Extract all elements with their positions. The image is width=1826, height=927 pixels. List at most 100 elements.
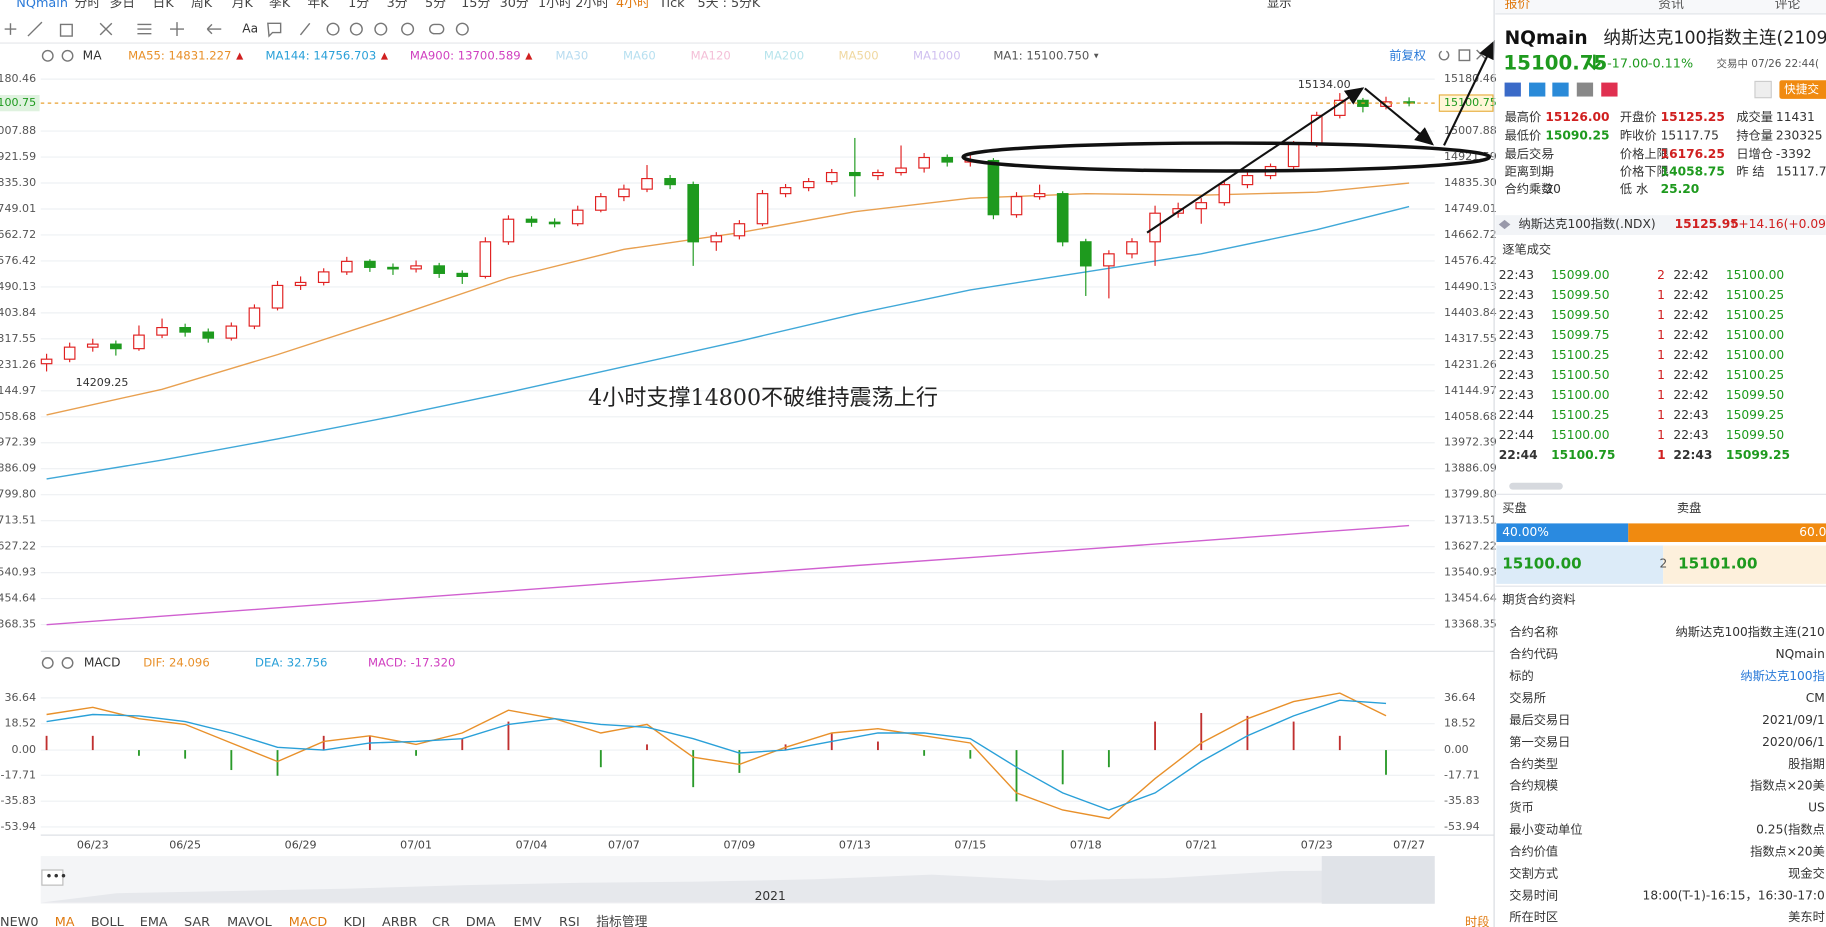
trade-cell: 15100.25 <box>1726 308 1784 322</box>
indicator-tab[interactable]: EMA <box>140 915 168 927</box>
stat-value: 15117.75 <box>1661 129 1719 143</box>
symbol-tab[interactable]: NQmain <box>16 0 68 11</box>
display-button[interactable]: 显示 <box>1267 0 1291 10</box>
legend-entry[interactable]: MA55: 14831.227 <box>128 48 231 62</box>
candle-body <box>225 325 238 339</box>
legend-entry[interactable]: MA1000 <box>913 48 961 62</box>
indicator-tab[interactable]: BOLL <box>91 915 125 927</box>
period-tab[interactable]: 年K <box>307 0 329 11</box>
period-tab[interactable]: 5天 : 5分K <box>698 0 761 11</box>
legend-entry[interactable]: MACD: -17.320 <box>368 655 455 669</box>
trade-cell: 1 <box>1657 448 1666 462</box>
trade-cell: 15099.50 <box>1726 428 1784 442</box>
legend-entry[interactable]: MA200 <box>764 48 804 62</box>
indicator-tab[interactable]: SAR <box>184 915 210 927</box>
period-tab[interactable]: 周K <box>191 0 213 11</box>
candle-body <box>156 327 168 336</box>
period-tab[interactable]: 4小时 <box>616 0 650 11</box>
candle-body <box>364 260 376 268</box>
y-tick-label: 13454.64 <box>0 592 36 605</box>
bid-bar <box>1496 523 1629 543</box>
navigator-window[interactable] <box>1321 856 1435 904</box>
section-title: 期货合约资料 <box>1502 592 1575 607</box>
x-tick-label: 07/21 <box>1185 839 1217 852</box>
trade-cell: 22:42 <box>1673 388 1708 402</box>
ask-cell <box>1663 545 1826 584</box>
indicator-tab[interactable]: NEW0 <box>0 915 38 927</box>
period-tab[interactable]: 2小时 <box>575 0 609 11</box>
indicator-tab[interactable]: 指标管理 <box>596 915 647 927</box>
stat-label: 日增仓 <box>1736 146 1773 161</box>
x-tick-label: 07/27 <box>1393 839 1425 852</box>
candle-body <box>525 218 538 223</box>
x-tick-label: 07/01 <box>400 839 432 852</box>
candle-body <box>479 241 492 277</box>
legend-entry[interactable]: DEA: 32.756 <box>255 655 327 669</box>
legend-arrow: ▲ <box>236 50 244 61</box>
stat-label: 合约乘数 <box>1505 181 1554 196</box>
stat-value: -- <box>1545 165 1554 179</box>
trade-cell: 15100.25 <box>1726 288 1784 302</box>
navigator-button[interactable] <box>41 869 64 886</box>
period-tab[interactable]: 1小时 <box>538 0 572 11</box>
period-tab[interactable]: 季K <box>269 0 291 11</box>
trade-cell: 22:43 <box>1499 288 1534 302</box>
draw-tools: Aa <box>4 22 469 38</box>
info-value: 指数点×20美 <box>1750 778 1825 793</box>
index-price: 15125.95 <box>1675 217 1739 231</box>
legend-entry[interactable]: MA30 <box>555 48 588 62</box>
y-tick-label: 14835.30 <box>1444 176 1497 189</box>
panel-tab[interactable]: 报价 <box>1505 0 1531 12</box>
adjust-button[interactable]: 前复权 <box>1389 47 1426 62</box>
period-tab[interactable]: 多日 <box>109 0 135 11</box>
period-tab[interactable]: 15分 <box>461 0 490 11</box>
info-value[interactable]: 纳斯达克100指 <box>1740 668 1824 683</box>
legend-entry[interactable]: MA1: 15100.750 <box>993 48 1089 62</box>
indicator-tab[interactable]: DMA <box>466 915 496 927</box>
indicator-tab[interactable]: RSI <box>559 915 580 927</box>
y-tick-label: 14231.26 <box>1444 358 1497 371</box>
indicator-tab[interactable]: MA <box>55 915 75 927</box>
legend-entry[interactable]: MA144: 14756.703 <box>266 48 377 62</box>
period-tab[interactable]: 5分 <box>425 0 446 11</box>
stat-label: 最高价 <box>1505 109 1542 124</box>
y-tick-label: 13540.93 <box>1444 566 1497 579</box>
period-tab[interactable]: 1分 <box>348 0 369 11</box>
indicator-tab[interactable]: CR <box>432 915 450 927</box>
stat-value: 20 <box>1545 182 1561 196</box>
price: 15100.75 <box>1503 51 1607 74</box>
trade-cell: 22:44 <box>1499 428 1534 442</box>
indicator-tab[interactable]: EMV <box>514 915 542 927</box>
indicator-tab[interactable]: KDJ <box>344 915 366 927</box>
indicator-tab[interactable]: ARBR <box>382 915 417 927</box>
font-button[interactable]: Aa <box>242 22 258 36</box>
period-tab[interactable]: 30分 <box>500 0 529 11</box>
candle-body <box>1218 184 1231 204</box>
legend-entry[interactable]: DIF: 24.096 <box>143 655 209 669</box>
candle-body <box>756 193 769 225</box>
trade-cell: 22:43 <box>1499 348 1534 362</box>
trade-cell: 22:43 <box>1499 388 1534 402</box>
legend-entry[interactable]: MA60 <box>623 48 656 62</box>
stat-label: 距离到期 <box>1505 164 1554 179</box>
info-value: 指数点×20美 <box>1750 843 1825 858</box>
panel-tab[interactable]: 资讯 <box>1658 0 1684 12</box>
period-tab[interactable]: 时段 <box>1465 914 1489 927</box>
period-tab[interactable]: Tick <box>658 0 685 11</box>
indicator-tab[interactable]: MAVOL <box>227 915 273 927</box>
trade-cell: 22:44 <box>1499 448 1538 462</box>
panel-tab[interactable]: 评论 <box>1775 0 1801 12</box>
quick-trade-button[interactable]: 快捷交 <box>1784 82 1819 96</box>
candle-body <box>849 171 861 177</box>
indicator-tab[interactable]: MACD <box>289 915 328 927</box>
legend-entry[interactable]: MA120 <box>691 48 731 62</box>
legend-entry[interactable]: MA500 <box>838 48 878 62</box>
legend-entry[interactable]: MA900: 13700.589 <box>410 48 521 62</box>
period-tab[interactable]: 3分 <box>387 0 408 11</box>
period-tab[interactable]: 月K <box>232 0 254 11</box>
trade-cell: 22:43 <box>1499 268 1534 282</box>
period-tab[interactable]: 日K <box>153 0 175 11</box>
period-tab[interactable]: 分时 <box>75 0 101 11</box>
